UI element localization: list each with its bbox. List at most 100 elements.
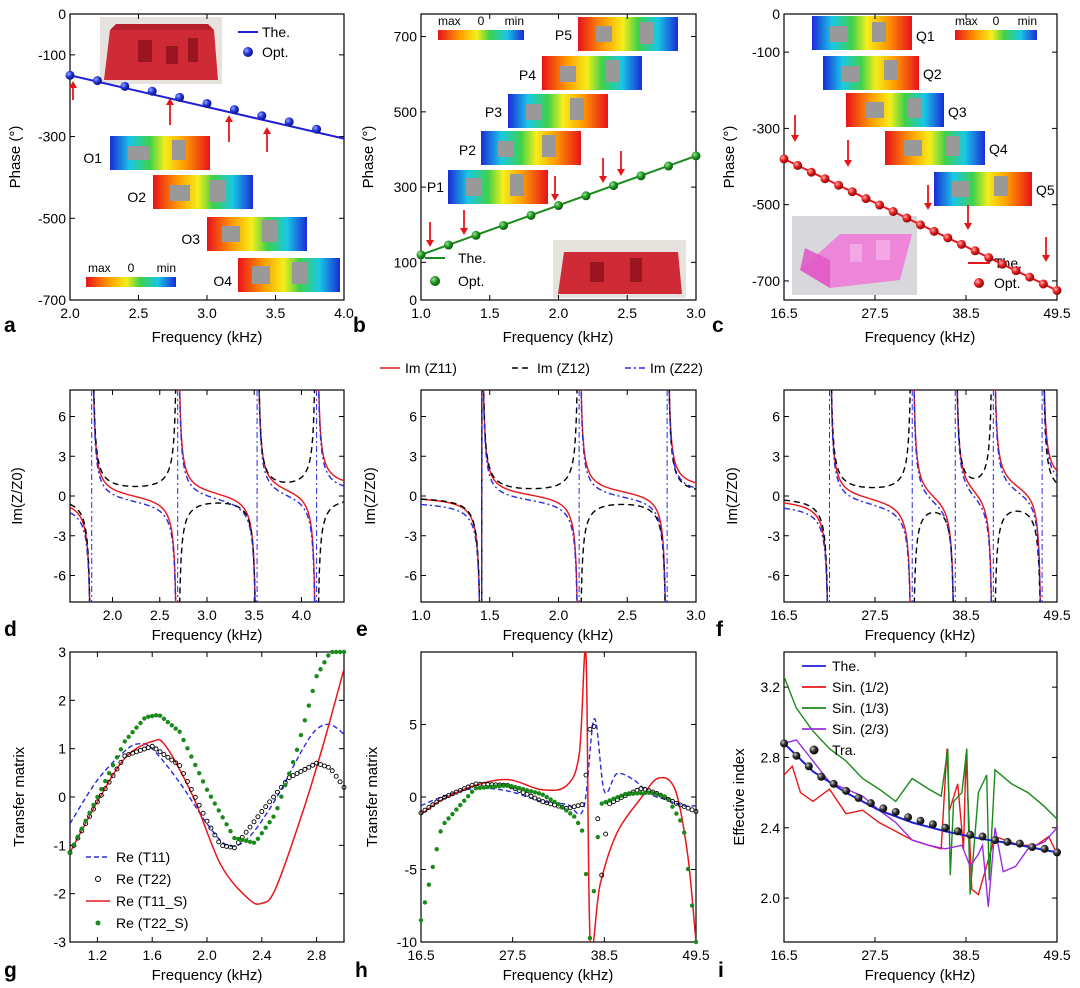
t22-marker — [591, 724, 597, 729]
series-line-t11 — [70, 723, 344, 847]
y-tick-label: 6 — [409, 409, 417, 425]
x-tick-label: 2.0 — [60, 305, 80, 321]
t22s-marker — [497, 783, 502, 789]
t22-marker — [141, 746, 147, 752]
colorbar-mid: 0 — [478, 14, 485, 28]
inset-label-P3: P3 — [485, 104, 502, 120]
t22s-marker — [91, 802, 96, 808]
x-tick-label: 4.0 — [334, 305, 354, 321]
tra-marker — [978, 832, 987, 841]
t22-marker — [275, 789, 280, 795]
y-tick-label: -6 — [405, 568, 418, 584]
t22s-marker — [579, 828, 585, 833]
y-tick-label: 2.0 — [761, 890, 781, 906]
t22s-marker — [95, 794, 100, 800]
t22-marker — [145, 745, 151, 751]
panel-label-e: e — [356, 618, 368, 641]
series-line-z11 — [421, 390, 696, 602]
plot-frame — [783, 651, 1058, 943]
t22s-marker — [224, 822, 229, 827]
x-tick-label: 49.5 — [682, 947, 709, 963]
y-tick-label: 2.8 — [761, 749, 781, 765]
t22s-marker — [619, 793, 624, 798]
t22s-marker — [322, 660, 327, 665]
t22-marker — [673, 800, 679, 806]
t22s-marker — [548, 797, 553, 802]
series-line-t11s — [421, 652, 696, 942]
t22-marker — [434, 799, 440, 805]
x-tick-label: 3.0 — [197, 305, 217, 321]
t22s-marker — [595, 834, 600, 840]
t22s-marker — [493, 784, 498, 789]
t22s-marker — [287, 771, 292, 776]
inset-Q5: Q5 — [934, 172, 1055, 206]
t22s-marker — [418, 918, 424, 923]
opt-marker — [526, 210, 536, 220]
y-axis-label-h: Transfer matrix — [364, 746, 381, 847]
t22s-marker — [556, 802, 561, 807]
opt-marker — [691, 151, 701, 161]
x-tick-label: 1.5 — [480, 305, 500, 321]
t22s-marker — [642, 790, 648, 796]
y-axis-label-e: Im(Z/Z0) — [362, 467, 379, 525]
legend-t22: Re (T22) — [116, 871, 171, 887]
plot-area-g: 1.2 1.6 2.0 2.4 2.8 -3 -2 -1 0 1 2 3 — [54, 644, 347, 963]
y-tick-label: 0 — [58, 6, 66, 22]
y-tick-label: 500 — [394, 104, 418, 120]
t22s-marker — [532, 790, 538, 795]
panel-label-i: i — [718, 959, 724, 982]
t22s-marker — [560, 805, 565, 810]
t22s-marker — [682, 830, 687, 835]
t22s-marker — [454, 807, 459, 812]
t22s-marker — [572, 814, 577, 819]
t22s-marker — [181, 737, 186, 743]
inset-label-P5: P5 — [555, 27, 572, 43]
t22-marker — [161, 752, 167, 757]
t22-marker — [310, 762, 316, 768]
tra-marker — [792, 751, 801, 760]
x-tick-label: 2.0 — [103, 607, 123, 623]
tra-marker — [1015, 839, 1024, 848]
legend-b: The. Opt. — [425, 250, 486, 289]
t22-marker — [118, 760, 124, 765]
t22s-marker — [130, 730, 135, 735]
t22s-marker — [693, 939, 699, 945]
series-line-t11s — [70, 668, 344, 905]
x-axis-label-i: Frequency (kHz) — [865, 967, 976, 984]
y-tick-label: -5 — [405, 862, 418, 878]
series-line-z22 — [784, 390, 1057, 602]
inset-P1: P1 — [427, 170, 548, 204]
x-tick-label: 3.0 — [686, 607, 706, 623]
colorbar-min: min — [1018, 14, 1037, 28]
t22-marker — [430, 802, 436, 808]
legend-opt: Opt. — [994, 275, 1020, 291]
tra-marker — [928, 820, 937, 829]
y-axis-label-a: Phase (°) — [7, 126, 24, 189]
t22s-marker — [240, 837, 245, 843]
x-tick-label: 1.6 — [142, 947, 162, 963]
colorbar-max: max — [955, 14, 978, 28]
legend-opt: Opt. — [458, 273, 484, 289]
t22-marker — [208, 825, 214, 831]
t22s-marker — [473, 786, 479, 791]
t22s-marker — [279, 794, 284, 799]
colorbar-c: max 0 min — [955, 14, 1037, 40]
t22-marker — [106, 779, 112, 785]
y-tick-label: 6 — [772, 409, 780, 425]
t22s-marker — [337, 649, 343, 655]
t22s-marker — [634, 791, 640, 796]
t22-marker — [575, 803, 581, 809]
opt-marker — [834, 180, 844, 190]
t22-marker — [200, 810, 206, 816]
inset-model-photo-a — [100, 17, 222, 84]
tra-marker — [904, 813, 913, 822]
t22s-marker — [603, 799, 608, 805]
opt-marker — [554, 201, 563, 211]
panel-label-g: g — [4, 959, 17, 982]
y-tick-label: -100 — [38, 47, 66, 63]
plot-frame — [69, 651, 345, 943]
t22s-marker — [333, 649, 339, 655]
tra-marker — [842, 786, 851, 795]
opt-marker — [888, 207, 898, 217]
